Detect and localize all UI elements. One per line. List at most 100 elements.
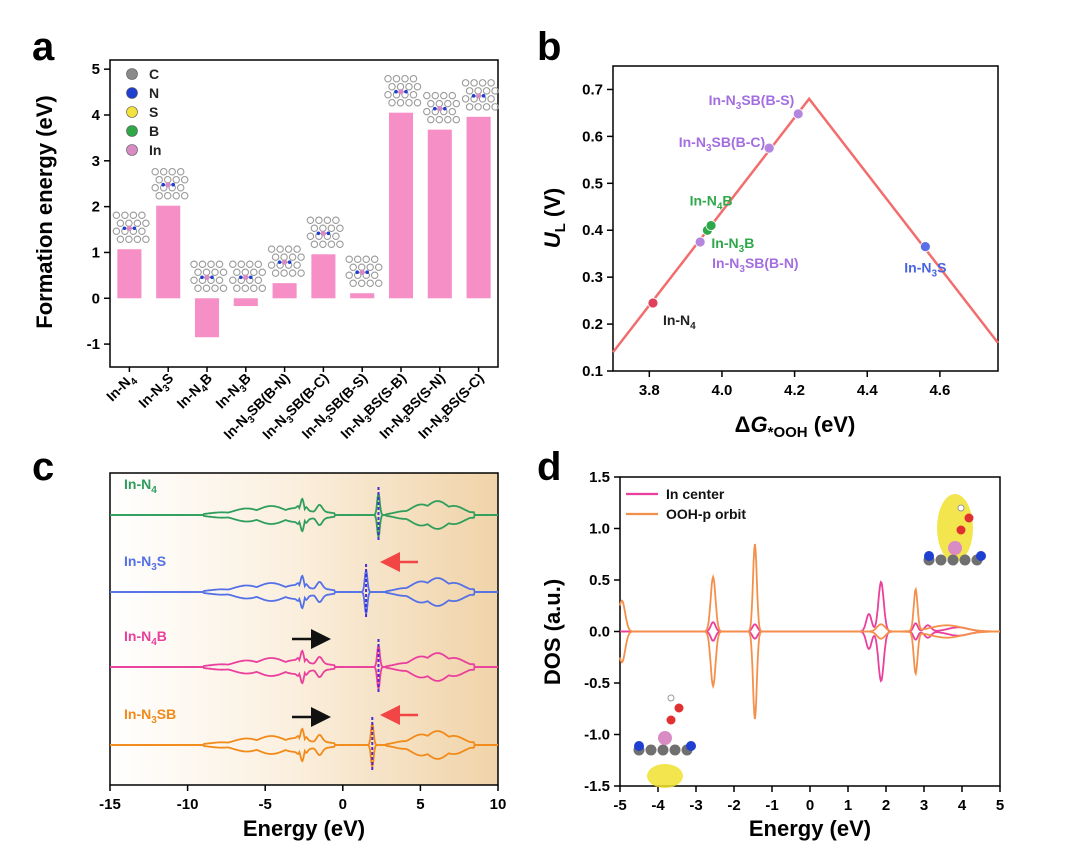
nitrogen-atom [316, 231, 321, 236]
point-label: In-N3B [711, 235, 754, 255]
indium-atom [165, 182, 171, 188]
graphene-ring [465, 103, 474, 111]
nitrogen-atom [404, 89, 408, 94]
indium-atom [204, 274, 210, 280]
nitrogen-atom [122, 226, 127, 231]
x-tick-label: -1 [765, 797, 778, 814]
graphene-ring [207, 260, 215, 269]
graphene-ring [142, 235, 150, 243]
x-tick-label: 5 [996, 797, 1004, 814]
nitrogen-atom [210, 275, 214, 280]
panel-b-x-ticks: 3.8 4.0 4.2 4.4 4.6 [639, 371, 950, 399]
oxygen-atom [674, 703, 684, 713]
graphene-ring [241, 268, 250, 277]
graphene-ring [211, 268, 219, 277]
graphene-ring [336, 240, 344, 249]
nitrogen-atom [132, 226, 137, 231]
point-label: In-N4B [690, 193, 733, 213]
graphene-ring [306, 216, 315, 225]
oxygen-atom [666, 715, 676, 725]
graphene-ring [297, 253, 305, 261]
nitrogen-atom [326, 231, 331, 236]
structure-thumbnail [423, 91, 461, 124]
graphene-ring [293, 261, 301, 269]
y-tick-label: 0.7 [582, 81, 603, 98]
panel-b-volcano-line [612, 96, 999, 353]
dos-spin-down-curve [110, 514, 498, 538]
nitrogen-atom [394, 89, 398, 94]
graphene-ring [345, 255, 353, 263]
panel-b: b UL (V) ΔG*OOH (eV) 0.70.60.50.40.30.20… [537, 25, 999, 441]
graphene-ring [427, 115, 435, 124]
bar [117, 249, 142, 299]
graphene-ring [172, 175, 180, 184]
y-tick-label: 5 [92, 61, 100, 78]
graphene-ring [112, 211, 121, 219]
bar [466, 116, 491, 299]
x-tick-label: In-N4B [173, 370, 217, 414]
graphene-ring [392, 74, 401, 83]
x-tick-label: 3 [920, 797, 928, 814]
molecule-inset [923, 494, 986, 566]
y-tick-label: 0.5 [582, 175, 603, 192]
panel-d-y-ticks: 1.5 1.0 0.5 0.0 -0.5 -1.0 -1.5 [584, 469, 620, 795]
graphene-ring [427, 99, 435, 108]
structure-thumbnail [267, 245, 305, 277]
structure-thumbnail [345, 255, 383, 287]
y-tick-label: 0.0 [589, 624, 610, 641]
graphene-ring [357, 263, 366, 271]
graphene-ring [444, 115, 452, 124]
graphene-ring [440, 91, 448, 100]
x-tick-label: 4.4 [857, 382, 879, 399]
graphene-ring [258, 284, 267, 293]
graphene-ring [288, 269, 297, 277]
panel-b-y-ticks: 0.7 0.6 0.5 0.4 0.3 0.2 0.1 [582, 81, 613, 380]
graphene-ring [374, 263, 383, 271]
panel-a-y-ticks: 5 4 3 2 1 0 -1 [87, 61, 110, 353]
x-tick-label: In-N3S [135, 370, 179, 414]
y-tick-label: 0.2 [582, 316, 603, 333]
graphene-ring [276, 245, 284, 253]
graphene-ring [112, 227, 121, 235]
graphene-ring [246, 260, 254, 269]
nitrogen-atom [277, 260, 282, 264]
nitrogen-atom [433, 106, 437, 111]
structure-thumbnail [229, 260, 267, 293]
graphene-ring [267, 245, 276, 253]
y-tick-label: -1 [87, 336, 100, 353]
graphene-ring [284, 245, 293, 253]
legend-label: S [149, 104, 158, 120]
graphene-ring [306, 232, 315, 241]
graphene-ring [233, 268, 241, 277]
legend-label: C [149, 66, 159, 82]
charge-density-lobe [647, 764, 683, 788]
x-tick-label: In-N4 [103, 369, 141, 407]
graphene-ring [413, 82, 422, 91]
graphene-ring [353, 255, 362, 263]
graphene-ring [121, 211, 129, 219]
x-tick-label: 3.8 [639, 382, 660, 399]
x-tick-label: 2 [882, 797, 890, 814]
graphene-ring [202, 284, 211, 293]
graphene-ring [319, 224, 327, 233]
data-point [705, 220, 717, 231]
nitrogen-atom [634, 741, 644, 751]
x-tick-label: -10 [177, 796, 199, 813]
bar [427, 129, 452, 299]
x-tick-label: 4.0 [712, 382, 733, 399]
point-label: In-N3SB(B-S) [709, 92, 795, 112]
graphene-ring [151, 167, 159, 176]
y-tick-label: 0.3 [582, 269, 603, 286]
graphene-ring [491, 103, 499, 111]
y-tick-label: -1.0 [584, 727, 610, 744]
graphene-ring [159, 167, 168, 176]
graphene-ring [168, 167, 176, 176]
graphene-ring [370, 255, 379, 263]
nitrogen-atom [161, 182, 165, 187]
panel-b-points: In-N4 In-N3SB(B-N)In-N3B In-N4B In-N3SB(B-C… [647, 92, 946, 332]
legend-marker [126, 87, 138, 99]
graphene-ring [396, 98, 405, 107]
graphene-ring [482, 87, 491, 95]
x-tick-label: 4 [958, 797, 967, 814]
